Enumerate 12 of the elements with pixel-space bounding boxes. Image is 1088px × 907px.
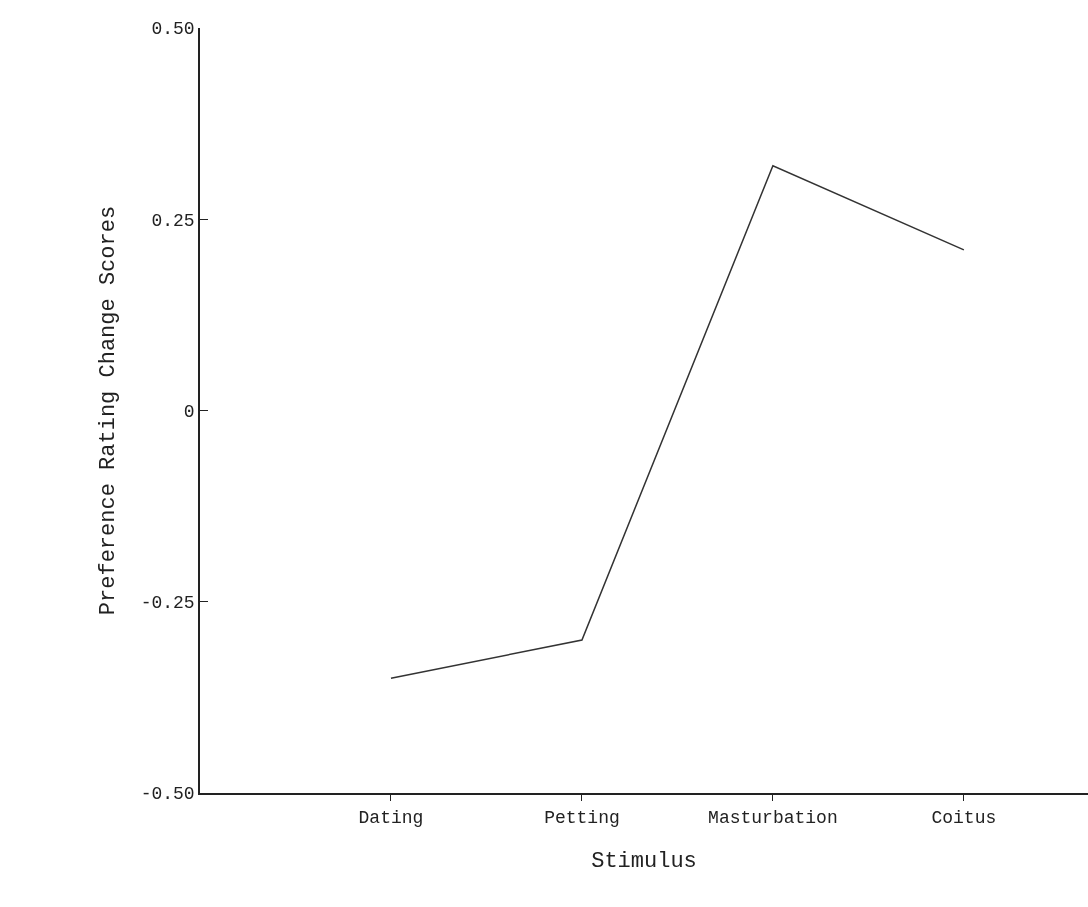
line-series <box>390 164 965 679</box>
x-axis-title: Stimulus <box>591 849 697 874</box>
y-tick-label: -0.25 <box>140 593 195 614</box>
x-tick-label: Dating <box>358 807 424 828</box>
x-tick-label: Coitus <box>931 807 997 828</box>
y-tick-label: 0.25 <box>151 210 195 231</box>
x-tick-label: Masturbation <box>708 807 838 828</box>
y-tick-label: 0.50 <box>151 19 195 40</box>
x-tick-label: Petting <box>544 807 620 828</box>
y-tick-label: -0.50 <box>140 784 195 805</box>
y-axis-title: Preference Rating Change Scores <box>95 205 121 616</box>
y-tick-label: 0 <box>183 401 195 422</box>
